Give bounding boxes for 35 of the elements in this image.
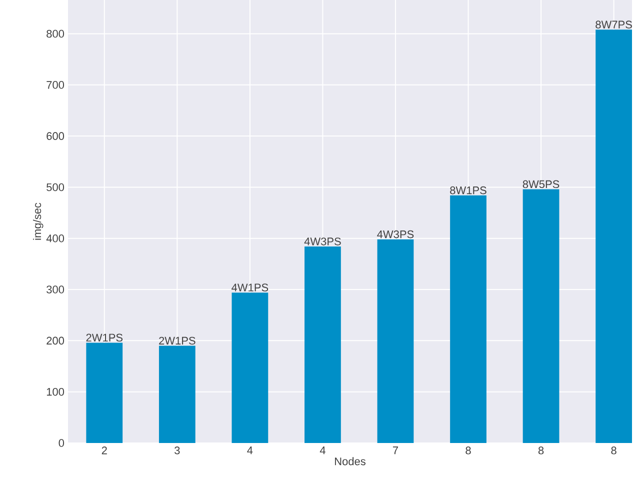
annotation: 4W3PS [304,238,341,246]
y-axis-title: img/sec [33,202,44,240]
x-tick-label: 8 [538,446,544,454]
bar [596,30,632,443]
annotation: 8W7PS [596,20,632,28]
y-tick-label: 200 [46,336,64,345]
bar [377,239,414,443]
y-tick-label: 800 [46,30,64,38]
x-tick-label: 2 [102,446,107,454]
bar [158,346,196,443]
y-tick-label: 100 [46,388,64,396]
annotation: 4W3PS [377,230,414,238]
x-tick-label: 4 [247,446,253,454]
bar [304,246,341,443]
bar [522,189,560,443]
x-axis-title: Nodes [335,457,366,466]
annotation: 8W5PS [522,180,560,188]
y-tick-label: 400 [46,234,64,242]
annotation: 2W1PS [86,334,123,342]
y-tick-label: 700 [46,81,64,89]
y-tick-label: 600 [46,132,64,140]
y-tick-label: 300 [46,286,64,294]
bar [86,342,123,443]
bar [450,195,486,443]
x-tick-label: 7 [392,446,398,454]
x-tick-label: 4 [320,446,326,454]
annotation: 2W1PS [159,336,196,345]
x-tick-label: 8 [466,446,471,454]
x-tick-label: 8 [611,446,616,454]
annotation: 4W1PS [232,284,268,292]
bar [232,292,268,443]
x-tick-label: 3 [174,446,180,454]
y-tick-label: 0 [58,439,64,447]
y-tick-label: 500 [46,183,64,192]
annotation: 8W1PS [450,186,486,194]
